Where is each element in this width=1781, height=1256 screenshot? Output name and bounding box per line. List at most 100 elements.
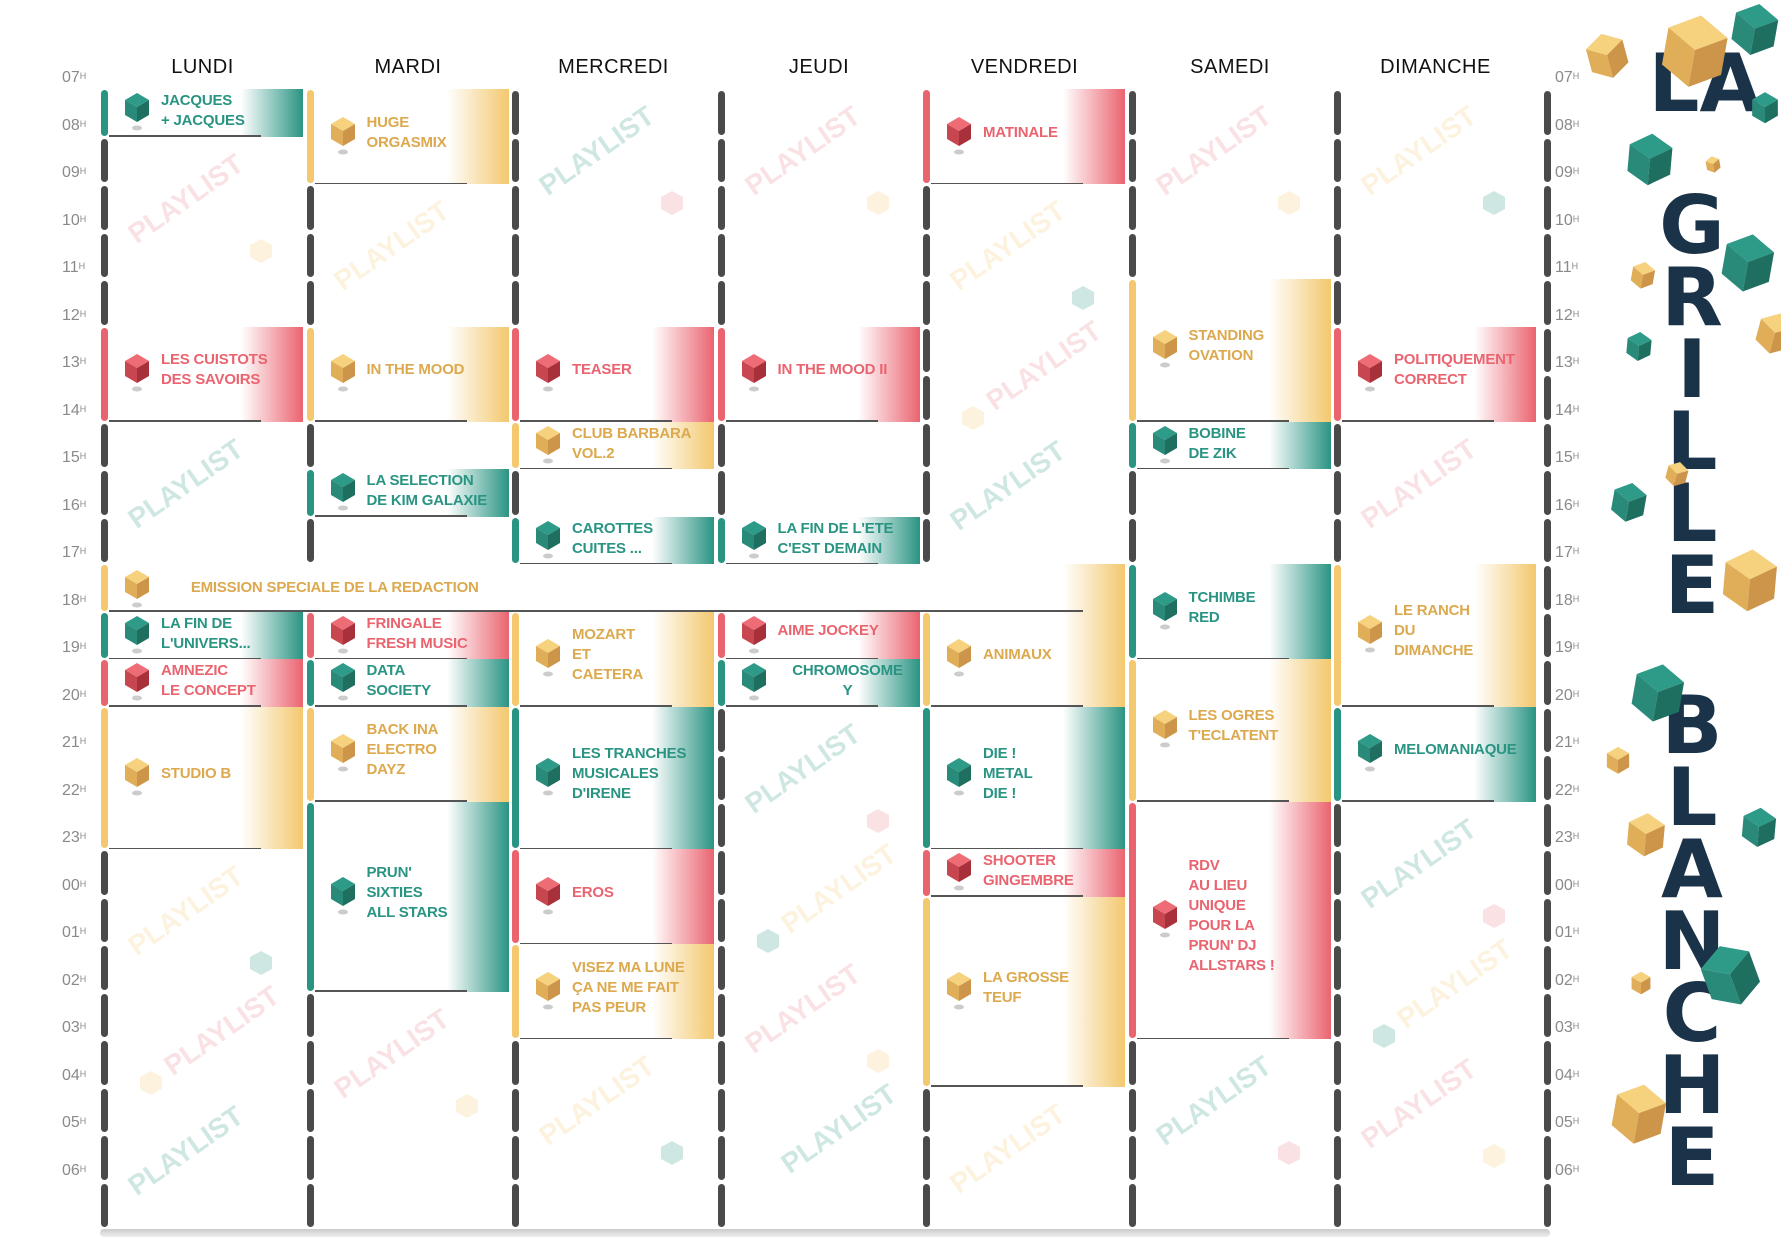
program-title-line: VISEZ MA LUNE [572,958,685,976]
program-amnezic-le-concept[interactable]: AMNEZIC LE CONCEPT [101,659,303,707]
program-mozart-et-caetera[interactable]: MOZART ET CAETERA [512,611,714,707]
cube-icon [741,520,766,558]
hour-scale-marker [1544,756,1551,800]
program-la-grosse-teuf[interactable]: LA GROSSE TEUF [923,896,1125,1087]
program-fringale-fresh-music[interactable]: FRINGALE FRESH MUSIC [306,611,509,659]
cube-icon-wrap [534,637,562,677]
empty-slot-marker [1334,1041,1341,1085]
cube-icon [125,570,149,608]
program-melomaniaque[interactable]: MELOMANIAQUE [1334,706,1536,802]
program-color-fade [1063,564,1125,612]
cube-icon [741,615,766,653]
program-title-line: FRINGALE [366,614,442,632]
hour-suffix: H [79,403,87,414]
hour-value: 13 [62,354,80,371]
program-die-metal-die[interactable]: DIE ! METAL DIE ! [923,706,1125,849]
program-in-the-mood[interactable]: IN THE MOOD [306,326,509,422]
decorative-cube-icon [1625,130,1675,192]
program-tchimbe-red[interactable]: TCHIMBE RED [1128,564,1331,659]
hour-suffix: H [1572,71,1580,81]
program-back-ina-electro-dayz[interactable]: BACK INA ELECTRO DAYZ [306,706,509,802]
program-club-barbara-vol-2[interactable]: CLUB BARBARA VOL.2 [512,421,714,469]
hour-label: 20H [1555,687,1595,705]
program-data-society[interactable]: DATA SOCIETY [306,659,509,707]
program-title-line: DIE ! [983,744,1017,762]
program-la-fin-de-l-univers[interactable]: LA FIN DE L'UNIVERS... [101,611,303,659]
program-teaser[interactable]: TEASER [512,326,714,422]
program-la-selection-de-kim-galaxie[interactable]: LA SELECTION DE KIM GALAXIE [306,469,509,517]
program-title: MOZART ET CAETERA [572,625,712,685]
title-letter: H [1658,1039,1726,1132]
empty-slot-marker [1334,518,1341,562]
cube-icon-wrap [329,732,357,772]
program-title-line: BACK INA [366,721,439,738]
program-chromosome-y[interactable]: CHROMOSOME Y [717,659,920,707]
watermark-hexagon-icon [455,1093,478,1123]
program-les-cuistots-des-savoirs[interactable]: LES CUISTOTS DES SAVOIRS [101,326,303,422]
program-shooter-gingembre[interactable]: SHOOTER GINGEMBRE [923,849,1125,897]
empty-slot-marker [1334,946,1341,990]
program-color-bar [923,707,930,848]
program-huge-orgasmix[interactable]: HUGE ORGASMIX [306,89,509,184]
program-les-tranches-musicales-d-irene[interactable]: LES TRANCHES MUSICALES D'IRENE [512,706,714,849]
hour-label: 00H [1555,877,1595,895]
hour-scale-marker [1544,1088,1551,1132]
program-bobine-de-zik[interactable]: BOBINE DE ZIK [1128,421,1331,469]
empty-slot-marker [717,1041,725,1085]
empty-slot-marker [101,423,108,467]
program-carottes-cuites[interactable]: CAROTTES CUITES ... [512,516,714,564]
program-title: AMNEZIC LE CONCEPT [161,661,301,701]
hour-suffix: H [1572,641,1580,651]
program-eros[interactable]: EROS [512,849,714,944]
empty-slot-marker [1128,1183,1136,1227]
program-politiquement-correct[interactable]: POLITIQUEMENT CORRECT [1334,326,1536,422]
program-title: STUDIO B [161,764,301,784]
program-title-line: BOBINE [1188,424,1246,442]
program-les-ogres-t-eclatent[interactable]: LES OGRES T'ECLATENT [1128,659,1331,802]
program-jacques-jacques[interactable]: JACQUES + JACQUES [101,89,303,137]
program-emission-speciale-de-la-redaction[interactable]: EMISSION SPECIALE DE LA REDACTION [101,564,1125,612]
empty-slot-marker [717,233,725,277]
cube-icon [741,354,766,392]
program-prun-sixties-all-stars[interactable]: PRUN' SIXTIES ALL STARS [306,801,509,992]
program-le-ranch-du-dimanche[interactable]: LE RANCH DU DIMANCHE [1334,564,1536,707]
program-la-fin-de-l-ete-c-est-demain[interactable]: LA FIN DE L'ETE C'EST DEMAIN [717,516,920,564]
program-title: VISEZ MA LUNE ÇA NE ME FAIT PAS PEUR [572,958,712,1018]
program-title-line: AMNEZIC [161,662,228,679]
hour-scale-marker [1544,1136,1551,1180]
program-matinale[interactable]: MATINALE [923,89,1125,184]
hour-value: 19 [1555,639,1573,656]
program-title-line: T'ECLATENT [1188,727,1279,745]
grid-bottom-edge [100,1229,1550,1237]
program-divider [109,610,1083,612]
program-animaux[interactable]: ANIMAUX [923,611,1125,707]
program-color-bar [717,660,725,706]
program-color-fade [241,659,303,707]
program-aime-jockey[interactable]: AIME JOCKEY [717,611,920,659]
hour-suffix: H [79,451,87,461]
program-visez-ma-lune-a-ne-me-fait-pas-peur[interactable]: VISEZ MA LUNE ÇA NE ME FAIT PAS PEUR [512,944,714,1039]
program-studio-b[interactable]: STUDIO B [101,706,303,849]
cube-icon [125,93,149,131]
watermark-word: PLAYLIST [327,1002,455,1104]
cube-icon-wrap [945,756,973,796]
program-title-line: AIME JOCKEY [777,622,879,640]
hour-value: 18 [62,591,80,609]
program-title-line: D'IRENE [572,784,631,802]
hour-label: 16H [62,497,102,515]
empty-slot-marker [101,138,108,182]
cube-icon-wrap [1356,732,1384,772]
program-rdv-au-lieu-unique-pour-la-prun-dj-allstars[interactable]: RDV AU LIEU UNIQUE POUR LA PRUN' DJ ALLSTARS … [1128,801,1331,1039]
cube-icon [330,354,355,392]
program-title-line: SOCIETY [366,682,432,699]
empty-slot-marker [306,186,314,230]
empty-slot-marker [923,1183,930,1227]
program-color-fade [652,516,714,564]
program-title-line: RED [1188,608,1220,626]
program-in-the-mood-ii[interactable]: IN THE MOOD II [717,326,920,422]
hour-suffix: H [1572,878,1580,889]
program-title-line: AU LIEU [1188,877,1248,895]
program-title-line: IN THE MOOD II [777,361,888,378]
cube-icon [947,971,971,1009]
program-standing-ovation[interactable]: STANDING OVATION [1128,279,1331,422]
